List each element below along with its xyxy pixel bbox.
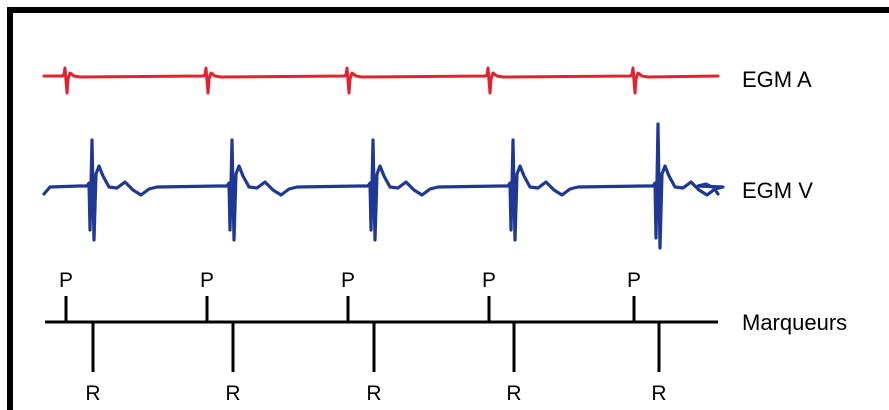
egm-a-label: EGM A bbox=[742, 67, 812, 92]
marker-channel-label: Marqueurs bbox=[742, 310, 847, 335]
p-marker-label: P bbox=[482, 269, 496, 292]
p-marker-label: P bbox=[627, 269, 641, 292]
marker-channel: Marqueurs P R P R P R P R P R bbox=[45, 269, 847, 405]
egm-v-trace bbox=[42, 122, 725, 250]
egm-v-label: EGM V bbox=[742, 178, 813, 203]
r-marker-label: R bbox=[366, 382, 381, 405]
r-marker-label: R bbox=[225, 382, 240, 405]
p-marker-label: P bbox=[59, 269, 73, 292]
r-marker-label: R bbox=[506, 382, 521, 405]
p-marker-label: P bbox=[341, 269, 355, 292]
r-marker-label: R bbox=[85, 382, 100, 405]
egm-v-trace-group: EGM V bbox=[42, 122, 813, 250]
egm-a-trace bbox=[42, 66, 720, 95]
egm-a-trace-group: EGM A bbox=[42, 66, 812, 95]
p-marker-label: P bbox=[200, 269, 214, 292]
r-marker-label: R bbox=[651, 382, 666, 405]
